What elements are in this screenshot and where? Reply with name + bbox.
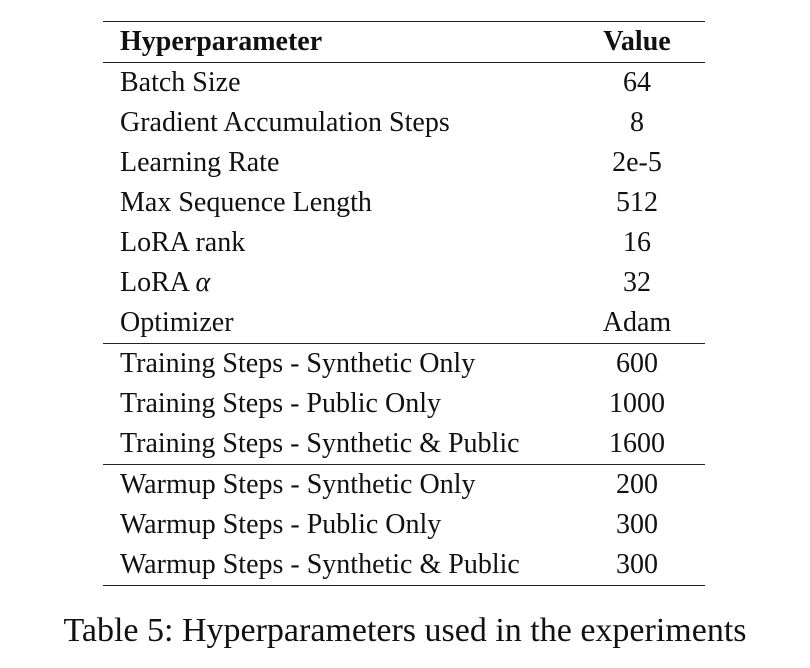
row-value: 1000 xyxy=(609,388,665,419)
row-name: Warmup Steps - Synthetic Only xyxy=(103,464,569,505)
row-name: Training Steps - Synthetic & Public xyxy=(120,428,520,459)
row-value: 64 xyxy=(569,62,705,103)
row-value: 32 xyxy=(623,267,651,298)
table-row: LoRA α 32 xyxy=(103,263,705,303)
table-header: Hyperparameter Value xyxy=(103,21,705,63)
row-value: 512 xyxy=(616,187,658,218)
row-name: Warmup Steps - Public Only xyxy=(120,509,442,540)
row-name: Batch Size xyxy=(103,62,569,103)
row-name: Training Steps - Public Only xyxy=(120,388,441,419)
table-row: Max Sequence Length 512 xyxy=(103,183,705,223)
row-value: 600 xyxy=(569,343,705,384)
row-name: Gradient Accumulation Steps xyxy=(120,107,450,138)
hyperparameter-table: Hyperparameter Value Batch Size 64 Gradi… xyxy=(103,21,705,586)
table-row: Warmup Steps - Synthetic & Public 300 xyxy=(103,545,705,586)
row-name: Warmup Steps - Synthetic & Public xyxy=(103,545,569,586)
row-name: Learning Rate xyxy=(120,147,280,178)
alpha-symbol: α xyxy=(195,267,211,298)
table-row: LoRA rank 16 xyxy=(103,223,705,263)
header-row: Hyperparameter Value xyxy=(103,21,705,63)
row-name: Max Sequence Length xyxy=(120,187,372,218)
row-value: 300 xyxy=(569,545,705,586)
row-value: 2e-5 xyxy=(612,147,662,178)
table-row: Warmup Steps - Public Only 300 xyxy=(103,505,705,545)
row-name: Training Steps - Synthetic Only xyxy=(103,343,569,384)
table-row: Gradient Accumulation Steps 8 xyxy=(103,103,705,143)
row-value: 300 xyxy=(616,509,658,540)
table-caption: Table 5: Hyperparameters used in the exp… xyxy=(63,612,747,649)
table-row: Learning Rate 2e-5 xyxy=(103,143,705,183)
header-hyperparameter: Hyperparameter xyxy=(103,21,569,63)
row-value: 8 xyxy=(630,107,644,138)
hyperparameter-table-container: Hyperparameter Value Batch Size 64 Gradi… xyxy=(103,21,705,586)
table-row: Optimizer Adam xyxy=(103,303,705,344)
table-body: Batch Size 64 Gradient Accumulation Step… xyxy=(103,62,705,586)
table-row: Warmup Steps - Synthetic Only 200 xyxy=(103,464,705,505)
row-value: Adam xyxy=(602,307,672,338)
row-value: 16 xyxy=(623,227,651,258)
row-value: 1600 xyxy=(609,428,665,459)
row-name: LoRA α xyxy=(120,267,211,298)
table-row: Training Steps - Synthetic Only 600 xyxy=(103,343,705,384)
table-row: Training Steps - Synthetic & Public 1600 xyxy=(103,424,705,465)
row-name: LoRA rank xyxy=(120,227,246,258)
row-value: 200 xyxy=(569,464,705,505)
table-row: Training Steps - Public Only 1000 xyxy=(103,384,705,424)
header-value: Value xyxy=(569,21,705,63)
row-name: Optimizer xyxy=(120,307,234,338)
table-row: Batch Size 64 xyxy=(103,62,705,103)
